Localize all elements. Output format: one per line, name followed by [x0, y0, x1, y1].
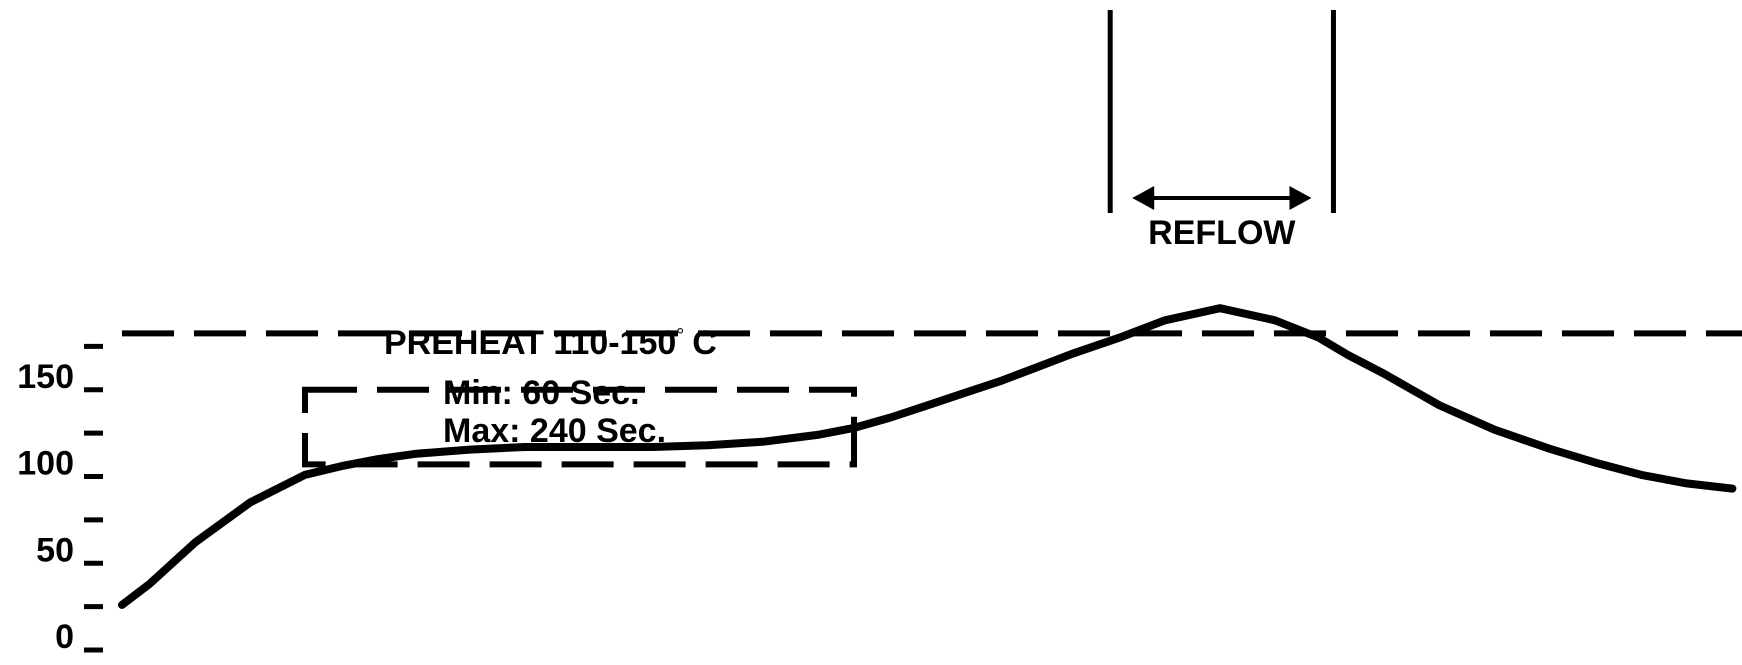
reflow-arrow-left-head	[1132, 186, 1155, 210]
preheat-zone-box	[302, 386, 857, 468]
preheat-min-time: Min: 60 Sec.	[443, 374, 640, 412]
temperature-curve	[118, 304, 1737, 609]
reflow-label: REFLOW	[1148, 214, 1296, 252]
y-axis-ticks	[84, 343, 103, 653]
degree-symbol: °	[676, 325, 684, 347]
preheat-label: PREHEAT 110-150° C	[384, 324, 717, 362]
preheat-max-time: Max: 240 Sec.	[443, 412, 666, 450]
reflow-arrow-right-head	[1289, 186, 1312, 210]
y-axis-tick-labels: 0 50 100 150	[17, 358, 74, 656]
y-tick-label-100: 100	[17, 445, 74, 483]
y-tick-label-0: 0	[55, 618, 74, 656]
preheat-range-text: PREHEAT 110-150	[384, 324, 676, 362]
y-tick-label-50: 50	[36, 531, 74, 569]
y-tick-label-150: 150	[17, 358, 74, 396]
preheat-unit: C	[692, 324, 717, 362]
